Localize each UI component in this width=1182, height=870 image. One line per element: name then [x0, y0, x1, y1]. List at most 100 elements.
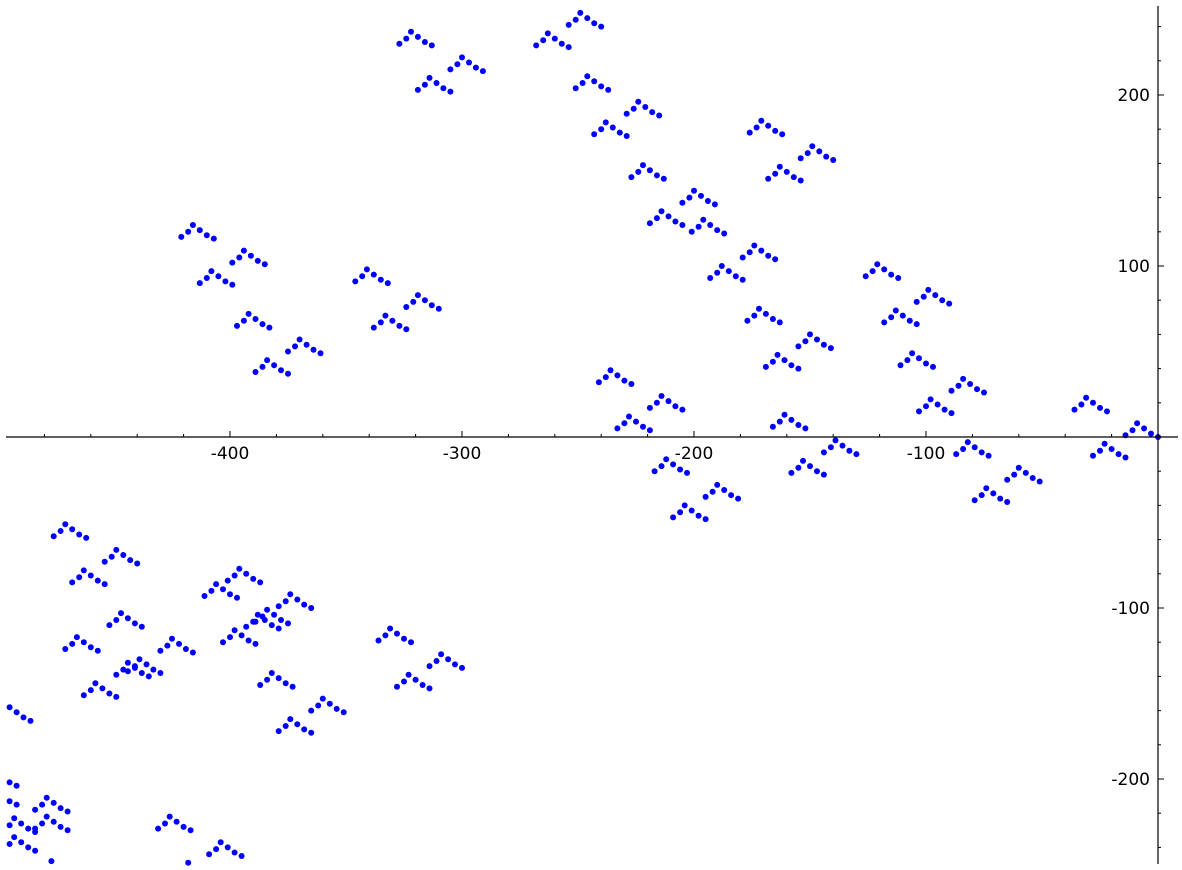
data-point [707, 222, 714, 228]
data-point [32, 806, 39, 813]
data-point [888, 271, 895, 278]
data-point [946, 300, 953, 307]
data-point [816, 148, 823, 155]
x-tick-label: -300 [443, 444, 482, 464]
data-point [888, 314, 895, 321]
data-point [714, 269, 721, 276]
data-point [800, 457, 806, 464]
data-point [185, 228, 192, 235]
data-point [310, 346, 317, 353]
data-point [572, 85, 579, 92]
data-point [101, 558, 108, 565]
data-point [13, 709, 20, 716]
data-point [728, 492, 735, 499]
data-point [134, 560, 141, 567]
data-point [13, 801, 20, 808]
data-point [820, 449, 827, 456]
data-point [435, 305, 442, 312]
data-point [934, 401, 941, 408]
data-point [326, 700, 333, 707]
data-point [895, 275, 902, 281]
data-point [971, 497, 978, 504]
data-point [414, 33, 421, 40]
data-point [113, 671, 120, 678]
data-point [598, 126, 605, 133]
data-point [377, 276, 384, 283]
data-point [565, 21, 572, 28]
data-point [721, 487, 728, 493]
data-point [762, 363, 769, 370]
data-point [769, 358, 776, 365]
data-point [1148, 430, 1154, 437]
data-point [602, 374, 609, 381]
data-point [960, 446, 967, 452]
data-point [120, 552, 127, 558]
data-point [127, 557, 134, 564]
data-point [377, 319, 384, 326]
data-point [923, 403, 929, 410]
data-point [250, 618, 257, 625]
data-point [189, 649, 196, 656]
data-point [820, 471, 827, 478]
data-point [124, 615, 131, 622]
data-point [616, 129, 623, 136]
data-point [941, 406, 948, 413]
data-point [788, 469, 795, 476]
data-point [653, 172, 660, 179]
data-point [765, 122, 772, 129]
data-point [285, 620, 291, 627]
data-point [108, 553, 115, 560]
data-point [426, 685, 433, 692]
data-point [340, 709, 347, 716]
data-point [802, 338, 809, 345]
data-point [57, 528, 64, 534]
data-point [684, 469, 690, 476]
data-point [758, 247, 765, 254]
data-point [797, 155, 804, 162]
data-point [39, 801, 46, 808]
data-point [264, 606, 271, 613]
data-point [408, 639, 414, 646]
y-tick-label: -100 [1111, 599, 1150, 619]
data-point [1011, 471, 1018, 478]
data-point [278, 617, 284, 623]
data-point [904, 357, 911, 364]
data-point [11, 815, 18, 822]
data-point [960, 375, 967, 382]
data-point [827, 345, 834, 352]
data-point [452, 661, 458, 668]
y-tick-label: -200 [1111, 770, 1150, 790]
data-point [370, 324, 377, 331]
data-point [814, 468, 820, 475]
data-point [809, 143, 816, 150]
data-point [266, 324, 273, 331]
data-point [6, 841, 13, 847]
data-point [869, 268, 876, 275]
data-point [271, 362, 278, 369]
data-point [653, 399, 660, 406]
data-point [180, 823, 187, 830]
data-point [69, 526, 76, 533]
data-point [261, 617, 268, 623]
data-point [776, 319, 783, 326]
data-point [753, 124, 760, 131]
data-point [203, 275, 210, 281]
data-point [73, 634, 80, 641]
data-point [591, 78, 598, 85]
data-point [635, 98, 642, 105]
data-points [6, 9, 1161, 866]
data-point [287, 591, 294, 598]
data-point [964, 439, 971, 446]
data-point [173, 818, 180, 825]
data-point [43, 794, 50, 801]
data-point [670, 461, 677, 468]
data-point [916, 408, 922, 415]
data-point [131, 664, 138, 671]
data-point [403, 35, 410, 42]
data-point [308, 729, 315, 736]
data-point [974, 386, 980, 393]
data-point [653, 215, 660, 222]
data-point [1083, 394, 1090, 401]
